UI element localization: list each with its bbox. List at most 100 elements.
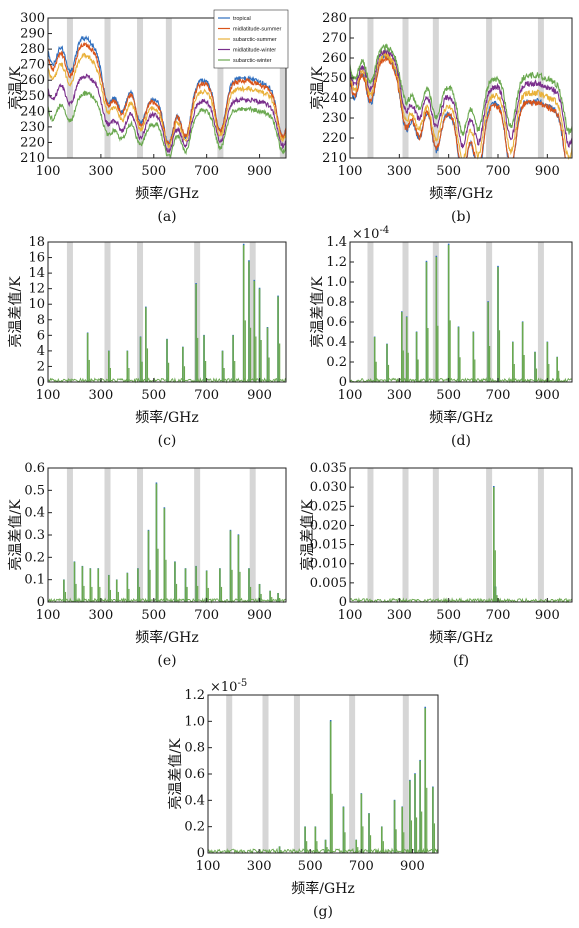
ytick-label-b-3: 240	[322, 91, 347, 106]
series-line-b-subarctic-winter	[349, 43, 573, 137]
xtick-label-c-2: 500	[141, 388, 166, 403]
caption-d: (d)	[451, 433, 471, 449]
band-b-4	[537, 18, 544, 158]
axes-box-d	[349, 241, 573, 383]
xlabel-e: 频率/GHz	[135, 629, 199, 646]
ytick-label-e-5: 0.5	[24, 483, 45, 498]
ytick-label-e-4: 0.4	[24, 506, 45, 521]
ylabel-a: 亮温/K	[7, 66, 24, 110]
ytick-label-g-1: 0.2	[184, 820, 205, 835]
band-f-2	[432, 468, 439, 602]
ytick-label-c-7: 14	[28, 266, 45, 281]
band-d-0	[367, 242, 374, 382]
xtick-label-a-0: 100	[36, 164, 61, 179]
panel-e: 100 300 500 700 900 0 0.1 0.2 0.3 0.4 0.5 0.6 频率/GHz…	[7, 461, 287, 669]
legend-label-midlatitude-winter: midlatitude-winter	[233, 48, 276, 54]
ylabel-e: 亮温差值/K	[7, 499, 24, 571]
xtick-label-b-2: 500	[436, 164, 461, 179]
xtick-label-e-3: 700	[194, 608, 219, 623]
band-f-0	[367, 468, 374, 602]
xtick-label-g-4: 900	[400, 859, 425, 874]
axes-box-f	[349, 467, 573, 603]
xtick-label-b-4: 900	[535, 164, 560, 179]
series-line-b-midlatitude-winter	[349, 48, 573, 149]
ytick-label-e-6: 0.6	[24, 461, 45, 476]
xtick-label-f-3: 700	[486, 608, 511, 623]
xtick-label-b-3: 700	[486, 164, 511, 179]
xlabel-b: 频率/GHz	[429, 185, 493, 202]
ytick-label-g-0: 0	[197, 846, 205, 861]
xtick-label-c-1: 300	[88, 388, 113, 403]
xtick-label-b-0: 100	[338, 164, 363, 179]
ylabel-c: 亮温差值/K	[7, 276, 24, 348]
ytick-label-f-6: 0.030	[310, 480, 347, 495]
series-line-a-midlatitude-summer	[47, 41, 287, 146]
xtick-label-g-2: 500	[298, 859, 323, 874]
xtick-label-f-1: 300	[387, 608, 412, 623]
band-c-1	[104, 242, 111, 382]
ytick-label-a-6: 270	[20, 58, 45, 73]
series-line-a-subarctic-summer	[47, 52, 287, 149]
ytick-label-f-5: 0.025	[310, 499, 347, 514]
caption-f: (f)	[453, 653, 469, 669]
axes-box-b	[349, 17, 573, 159]
ytick-label-g-3: 0.6	[184, 767, 205, 782]
ytick-label-d-4: 0.8	[326, 295, 347, 310]
xtick-label-e-2: 500	[141, 608, 166, 623]
xlabel-a: 频率/GHz	[135, 185, 199, 202]
xlabel-d: 频率/GHz	[429, 409, 493, 426]
xtick-label-b-1: 300	[387, 164, 412, 179]
band-c-4	[249, 242, 256, 382]
xtick-label-a-2: 500	[141, 164, 166, 179]
ytick-label-b-7: 280	[322, 11, 347, 26]
band-a-0	[66, 18, 73, 158]
ytick-label-b-6: 270	[322, 31, 347, 46]
ytick-label-f-3: 0.015	[310, 538, 347, 553]
ytick-label-c-4: 8	[37, 313, 45, 328]
xtick-label-e-1: 300	[88, 608, 113, 623]
ylabel-g: 亮温差值/K	[167, 738, 184, 810]
multiplier-exponent-g: -5	[237, 678, 247, 689]
ytick-label-g-5: 1.0	[184, 714, 205, 729]
band-b-3	[486, 18, 493, 158]
xtick-label-e-0: 100	[36, 608, 61, 623]
panel-b: 100 300 500 700 900 210 220 230 240 250 260 270 280 频…	[309, 11, 573, 225]
panel-a: 100 300 500 700 900 2102202302402502602702802…	[7, 9, 289, 225]
xlabel-c: 频率/GHz	[135, 409, 199, 426]
band-g-0	[226, 695, 233, 853]
ytick-label-b-1: 220	[322, 131, 347, 146]
panel-d: 100 300 500 700 900 0 0.2 0.4 0.6 0.8 1.0 1.2 1.4 ×10…	[309, 225, 573, 449]
band-d-3	[486, 242, 493, 382]
xtick-label-a-3: 700	[194, 164, 219, 179]
ytick-label-e-1: 0.1	[24, 573, 45, 588]
ylabel-f: 亮温差值/K	[299, 499, 316, 571]
ytick-label-a-1: 220	[20, 135, 45, 150]
band-f-4	[537, 468, 544, 602]
xlabel-f: 频率/GHz	[429, 629, 493, 646]
multiplier-d: ×10-4	[352, 225, 389, 242]
ytick-label-a-2: 230	[20, 120, 45, 135]
ytick-label-f-7: 0.035	[310, 461, 347, 476]
ytick-label-d-0: 0	[339, 375, 347, 390]
ytick-label-f-4: 0.020	[310, 518, 347, 533]
ytick-label-d-3: 0.6	[326, 315, 347, 330]
band-a-4	[217, 18, 224, 158]
xtick-label-d-1: 300	[387, 388, 412, 403]
band-c-0	[66, 242, 73, 382]
band-e-0	[66, 468, 73, 602]
xtick-label-g-0: 100	[196, 859, 221, 874]
ytick-label-c-3: 6	[37, 328, 45, 343]
panel-f: 100 300 500 700 900 0 0.005 0.010 0.015 0.020 0.02…	[299, 461, 573, 669]
legend-label-subarctic-winter: subarctic-winter	[233, 58, 272, 64]
ytick-label-c-5: 10	[28, 297, 45, 312]
band-g-1	[262, 695, 269, 853]
xtick-label-d-4: 900	[535, 388, 560, 403]
xtick-label-c-4: 900	[247, 388, 272, 403]
series-line-a-subarctic-winter	[47, 90, 287, 160]
ytick-label-g-2: 0.4	[184, 793, 205, 808]
ytick-label-d-1: 0.2	[326, 355, 347, 370]
xtick-label-d-2: 500	[436, 388, 461, 403]
ytick-label-a-0: 210	[20, 151, 45, 166]
band-g-3	[349, 695, 356, 853]
